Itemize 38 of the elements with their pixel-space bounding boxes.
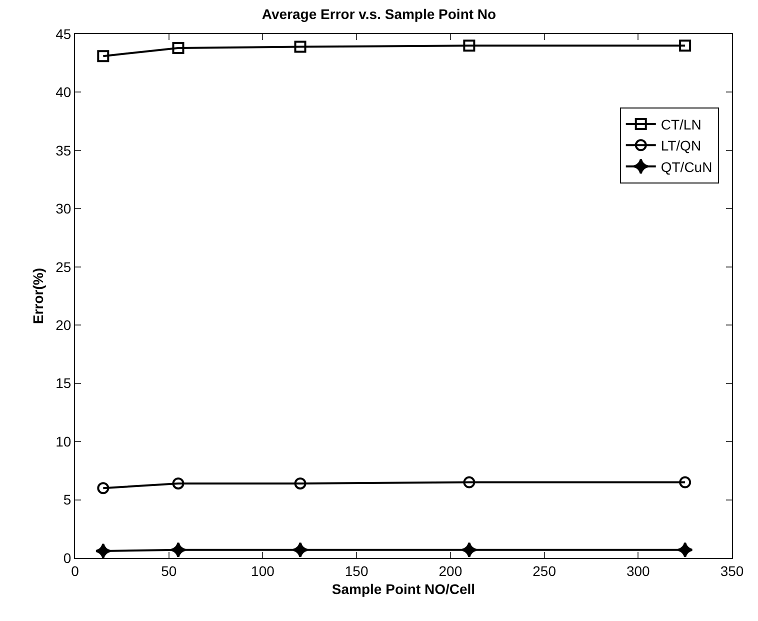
y-tick-label: 30: [56, 200, 72, 217]
y-tick-label: 35: [56, 142, 72, 158]
point: [463, 476, 476, 488]
point: [463, 40, 476, 52]
point: [172, 42, 184, 54]
legend-label: LT/QN: [660, 138, 702, 154]
y-tick-label: 25: [56, 258, 72, 275]
point: [294, 40, 306, 53]
point: [292, 542, 308, 558]
y-tick-label: 5: [63, 492, 72, 508]
point: [172, 477, 184, 490]
point: [97, 482, 110, 494]
x-axis-title: Sample Point NO/Cell: [332, 581, 476, 598]
y-tick-label: 15: [56, 375, 72, 392]
x-tick-label: 50: [161, 562, 177, 579]
y-axis-title: Error(%): [30, 268, 46, 324]
point: [97, 50, 110, 62]
point: [461, 542, 478, 558]
x-tick-label: 100: [251, 562, 275, 579]
y-tick-label: 10: [56, 433, 72, 450]
legend-label: CT/LN: [660, 116, 702, 132]
y-tick-label: 40: [56, 84, 72, 100]
legend-label: QT/CuN: [660, 158, 712, 175]
x-tick-label: 200: [438, 562, 462, 579]
x-tick-label: 150: [344, 562, 368, 579]
x-tick-label: 350: [720, 562, 744, 579]
point: [294, 477, 306, 490]
x-tick-label: 250: [532, 562, 556, 579]
x-tick-label: 300: [626, 562, 650, 579]
y-tick-label: 45: [56, 26, 72, 42]
point: [679, 476, 692, 488]
y-tick-label: 20: [56, 317, 72, 334]
point: [679, 40, 692, 52]
point: [95, 543, 112, 558]
point: [170, 542, 186, 558]
y-tick-label: 0: [63, 550, 72, 566]
chart-title: Average Error v.s. Sample Point No: [262, 6, 496, 22]
point: [677, 542, 694, 558]
